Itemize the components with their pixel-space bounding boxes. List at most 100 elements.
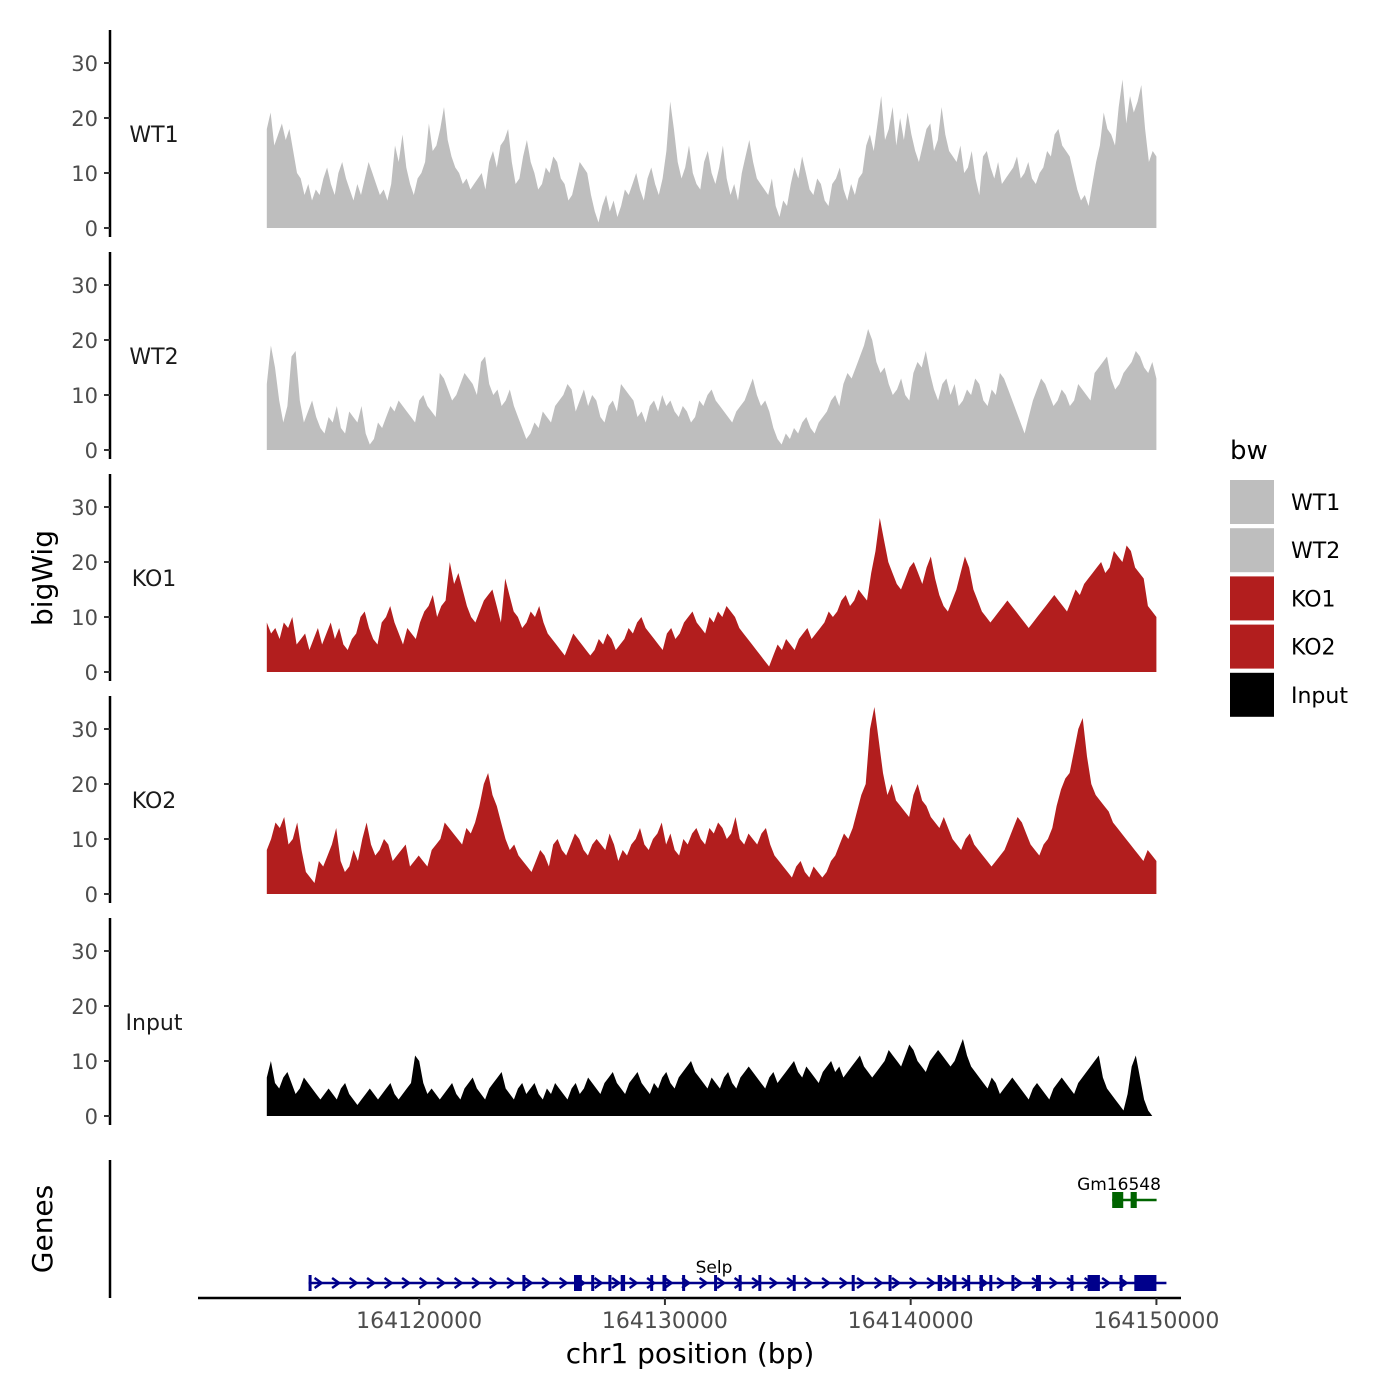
exon bbox=[1112, 1192, 1124, 1208]
y-tick-label: 10 bbox=[71, 1050, 98, 1074]
gene-label-gm16548: Gm16548 bbox=[1077, 1175, 1161, 1195]
exon bbox=[888, 1275, 892, 1291]
y-tick-label: 20 bbox=[71, 329, 98, 353]
y-tick-label: 20 bbox=[71, 107, 98, 131]
strand-arrow bbox=[856, 1276, 867, 1290]
exon bbox=[851, 1275, 855, 1291]
strand-arrow bbox=[558, 1276, 569, 1290]
panel-wt1: 0 10 20 30 WT1 bbox=[71, 30, 1157, 241]
y-tick-label: 20 bbox=[71, 773, 98, 797]
strand-arrow bbox=[996, 1276, 1007, 1290]
track-label-ko2: KO2 bbox=[132, 789, 177, 814]
area-input bbox=[266, 1039, 1157, 1116]
strand-arrow bbox=[436, 1276, 447, 1290]
y-tick-label: 30 bbox=[71, 274, 98, 298]
strand-arrow bbox=[1101, 1276, 1112, 1290]
legend-label-ko2: KO2 bbox=[1291, 636, 1336, 661]
exon bbox=[620, 1275, 626, 1291]
exon bbox=[1070, 1275, 1074, 1291]
exon bbox=[591, 1275, 595, 1291]
exon bbox=[682, 1275, 686, 1291]
track-label-ko1: KO1 bbox=[132, 567, 177, 592]
strand-arrow bbox=[401, 1276, 412, 1290]
strand-arrow bbox=[471, 1276, 482, 1290]
exon bbox=[967, 1275, 971, 1291]
panel-ko1: 0 10 20 30 KO1 bbox=[71, 474, 1157, 685]
strand-arrow bbox=[891, 1276, 902, 1290]
y-tick-label: 20 bbox=[71, 551, 98, 575]
strand-arrow bbox=[926, 1276, 937, 1290]
exon bbox=[608, 1275, 612, 1291]
strand-arrow bbox=[821, 1276, 832, 1290]
x-axis-label: chr1 position (bp) bbox=[566, 1337, 815, 1370]
panel-ko2: 0 10 20 30 KO2 bbox=[71, 696, 1157, 907]
exon bbox=[792, 1275, 796, 1291]
exon bbox=[1134, 1275, 1157, 1291]
strand-arrow bbox=[523, 1276, 534, 1290]
strand-arrow bbox=[663, 1276, 674, 1290]
legend-title: bw bbox=[1230, 436, 1268, 466]
track-label-wt2: WT2 bbox=[129, 345, 178, 370]
exon bbox=[714, 1275, 718, 1291]
legend-swatch-wt2 bbox=[1230, 528, 1274, 573]
y-tick-label: 0 bbox=[85, 661, 98, 685]
gene-panel: Gm16548 Selp bbox=[108, 1160, 1167, 1298]
area-wt1 bbox=[266, 79, 1157, 228]
y-tick-label: 20 bbox=[71, 995, 98, 1019]
strand-arrow bbox=[768, 1276, 779, 1290]
legend-label-wt1: WT1 bbox=[1291, 491, 1340, 516]
legend-swatch-ko1 bbox=[1230, 576, 1274, 621]
strand-arrow bbox=[593, 1276, 604, 1290]
x-axis: 164120000 164130000 164140000 164150000 bbox=[198, 1296, 1219, 1334]
strand-arrow bbox=[366, 1276, 377, 1290]
y-tick-label: 30 bbox=[71, 52, 98, 76]
strand-arrow bbox=[838, 1276, 849, 1290]
legend-label-wt2: WT2 bbox=[1291, 539, 1340, 564]
exon bbox=[662, 1275, 667, 1291]
gene-label-selp: Selp bbox=[696, 1258, 733, 1278]
y-axis-label: bigWig bbox=[26, 530, 59, 626]
x-tick-label: 164150000 bbox=[1093, 1309, 1219, 1334]
strand-arrow bbox=[873, 1276, 884, 1290]
y-tick-label: 30 bbox=[71, 496, 98, 520]
strand-arrow bbox=[611, 1276, 622, 1290]
x-tick-label: 164120000 bbox=[356, 1309, 482, 1334]
panel-input: 0 10 20 30 Input bbox=[71, 918, 1157, 1129]
strand-arrow bbox=[908, 1276, 919, 1290]
strand-arrow bbox=[506, 1276, 517, 1290]
strand-arrow bbox=[1048, 1276, 1059, 1290]
y-tick-label: 30 bbox=[71, 718, 98, 742]
y-tick-label: 0 bbox=[85, 439, 98, 463]
strand-arrow bbox=[803, 1276, 814, 1290]
strand-arrow bbox=[348, 1276, 359, 1290]
genes-axis-label: Genes bbox=[26, 1185, 59, 1273]
strand-arrow bbox=[383, 1276, 394, 1290]
exon bbox=[1087, 1275, 1100, 1291]
y-tick-label: 10 bbox=[71, 162, 98, 186]
track-label-wt1: WT1 bbox=[129, 123, 178, 148]
strand-arrow bbox=[331, 1276, 342, 1290]
track-label-input: Input bbox=[126, 1011, 183, 1036]
y-tick-label: 10 bbox=[71, 828, 98, 852]
exon bbox=[308, 1275, 312, 1291]
exon bbox=[937, 1275, 943, 1291]
exon bbox=[979, 1275, 983, 1291]
gene-gm16548: Gm16548 bbox=[1077, 1175, 1161, 1208]
x-tick-label: 164140000 bbox=[848, 1309, 974, 1334]
strand-arrow bbox=[628, 1276, 639, 1290]
gene-selp: Selp bbox=[308, 1258, 1167, 1291]
y-tick-label: 10 bbox=[71, 606, 98, 630]
area-ko1 bbox=[266, 518, 1157, 672]
strand-arrow bbox=[1066, 1276, 1077, 1290]
y-tick-label: 0 bbox=[85, 1105, 98, 1129]
legend-swatch-ko2 bbox=[1230, 624, 1274, 669]
strand-arrow bbox=[541, 1276, 552, 1290]
strand-arrow bbox=[488, 1276, 499, 1290]
y-tick-label: 30 bbox=[71, 940, 98, 964]
strand-arrow bbox=[646, 1276, 657, 1290]
panel-wt2: 0 10 20 30 WT2 bbox=[71, 252, 1157, 463]
strand-arrow bbox=[313, 1276, 324, 1290]
strand-arrow bbox=[418, 1276, 429, 1290]
exon bbox=[758, 1275, 762, 1291]
